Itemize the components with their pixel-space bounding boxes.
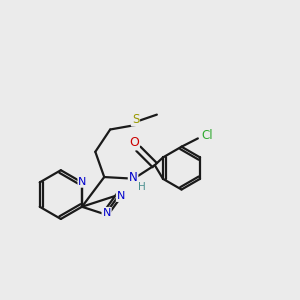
Text: N: N <box>129 171 137 184</box>
Text: S: S <box>132 112 139 126</box>
Text: N: N <box>102 208 111 218</box>
Text: Cl: Cl <box>202 129 214 142</box>
Text: N: N <box>117 191 125 201</box>
Text: O: O <box>129 136 139 149</box>
Text: N: N <box>78 177 87 187</box>
Text: H: H <box>137 182 145 192</box>
